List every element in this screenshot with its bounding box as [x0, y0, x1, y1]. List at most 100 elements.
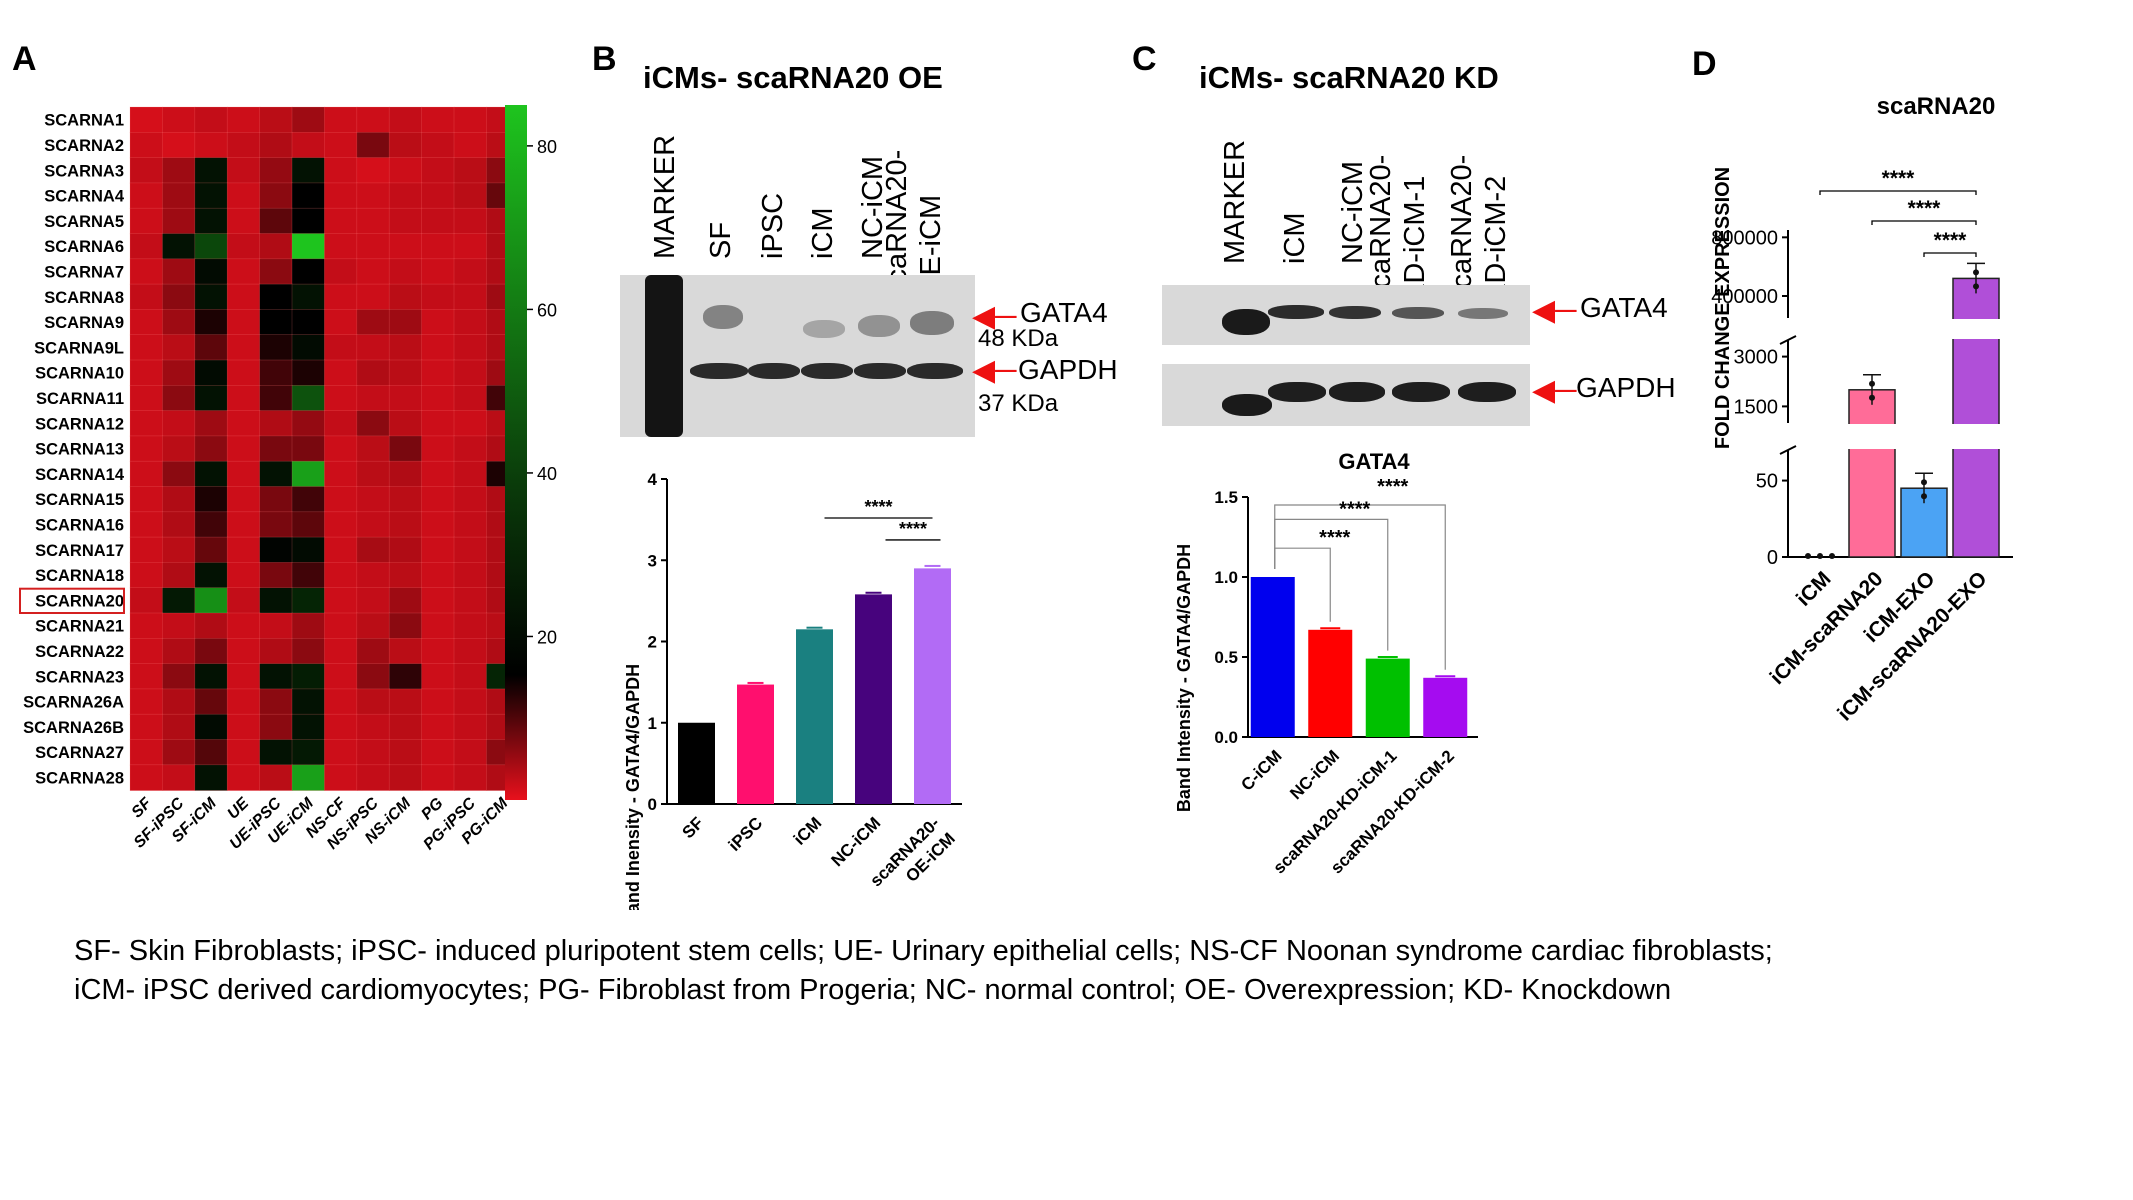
heatmap-cell	[453, 536, 488, 564]
heatmap-cell	[259, 688, 293, 716]
heatmap-cell	[162, 157, 196, 184]
ytick-label: 4	[648, 470, 658, 489]
heatmap-row-label: SCARNA16	[35, 516, 124, 534]
heatmap-cell	[194, 258, 229, 285]
label-gapdh-oe: GAPDH	[1018, 354, 1118, 385]
heatmap-cell	[259, 182, 293, 210]
heatmap-cell	[291, 460, 326, 488]
highlight-box-scarna20	[19, 587, 125, 615]
bar	[855, 594, 892, 804]
band-gata4-icm	[803, 320, 845, 338]
heatmap-cell	[226, 435, 261, 462]
heatmap-cell	[388, 258, 423, 285]
heatmap-cell	[388, 663, 423, 690]
colorbar-gradient	[505, 105, 527, 800]
heatmap-cell	[421, 486, 455, 513]
heatmap-cell	[453, 612, 488, 640]
heatmap-cell	[129, 764, 164, 791]
heatmap-cell	[388, 233, 423, 260]
heatmap-cell	[226, 536, 261, 564]
heatmap-cell	[259, 283, 293, 311]
heatmap-cell	[324, 233, 358, 260]
heatmap-cells	[129, 106, 520, 791]
ytick-label: 0.0	[1214, 728, 1238, 747]
chart-b-ylabel: Band Inensity - GATA4/GAPDH	[623, 664, 643, 910]
heatmap-cell	[324, 435, 358, 462]
marker-lane	[645, 275, 683, 437]
heatmap-cell	[129, 157, 164, 184]
heatmap-cell	[453, 435, 488, 462]
heatmap-row-label: SCARNA21	[35, 618, 124, 636]
lane-label-marker: MARKER	[649, 134, 681, 259]
sig-bracket	[1923, 252, 1977, 257]
heatmap-cell	[259, 384, 293, 412]
heatmap-cell	[194, 384, 229, 412]
ytick-label: 50	[1756, 471, 1778, 493]
heatmap-cell	[162, 334, 196, 361]
heatmap-cell	[194, 688, 229, 716]
band-gapdh-nc-icm	[854, 363, 906, 379]
heatmap-row-label: SCARNA8	[44, 289, 124, 307]
heatmap-cell	[129, 384, 164, 412]
heatmap-cell	[259, 233, 293, 260]
band-gata4-kd1	[1392, 307, 1444, 319]
heatmap-cell	[324, 106, 358, 134]
heatmap-cell	[226, 663, 261, 690]
heatmap-cell	[421, 334, 455, 361]
heatmap-cell	[259, 764, 293, 791]
heatmap-cell	[291, 511, 326, 538]
heatmap-cell	[356, 435, 390, 462]
heatmap-row-label: SCARNA6	[44, 238, 124, 256]
heatmap-cell	[291, 587, 326, 614]
xtick-label: NC-iCM	[827, 813, 884, 870]
heatmap-cell	[324, 207, 358, 235]
heatmap-cell	[162, 764, 196, 791]
heatmap-row-label: SCARNA5	[44, 213, 124, 231]
heatmap-cell	[388, 334, 423, 361]
heatmap-cell	[356, 486, 390, 513]
heatmap-cell	[226, 587, 261, 614]
heatmap-cell	[324, 334, 358, 361]
heatmap-cell	[226, 207, 261, 235]
heatmap-cell	[291, 334, 326, 361]
heatmap-cell	[291, 688, 326, 716]
heatmap-cell	[421, 435, 455, 462]
heatmap-cell	[162, 182, 196, 210]
heatmap-cell	[291, 131, 326, 159]
heatmap-cell	[129, 283, 164, 311]
heatmap-cell	[356, 233, 390, 260]
heatmap-cell	[259, 157, 293, 184]
ytick-label: 0	[1767, 547, 1778, 569]
bar	[678, 722, 715, 804]
bar	[914, 568, 951, 804]
heatmap-cell	[162, 106, 196, 134]
heatmap-cell	[129, 562, 164, 589]
kda-gata4: 48 KDa	[978, 325, 1059, 352]
heatmap-colorbar: 80 60 40 20	[505, 105, 557, 800]
heatmap-cell	[421, 309, 455, 336]
heatmap-cell	[453, 309, 488, 336]
heatmap-cell	[162, 713, 196, 741]
colorbar-tick-label: 20	[537, 627, 557, 647]
heatmap-cell	[388, 688, 423, 716]
heatmap-cell	[453, 359, 488, 387]
heatmap-cell	[291, 739, 326, 766]
heatmap-cell	[129, 309, 164, 336]
data-point	[1805, 553, 1811, 559]
heatmap-cell	[453, 637, 488, 665]
heatmap-cell	[453, 663, 488, 690]
heatmap-cell	[324, 587, 358, 614]
heatmap-cell	[388, 309, 423, 336]
heatmap-cell	[259, 309, 293, 336]
heatmap-cell	[324, 511, 358, 538]
arrow-gapdh-kd: ◀─	[1532, 374, 1577, 407]
heatmap-cell	[194, 207, 229, 235]
heatmap-cell	[194, 283, 229, 311]
heatmap-cell	[356, 713, 390, 741]
heatmap-row-label: SCARNA20	[35, 592, 124, 610]
heatmap-cell	[291, 233, 326, 260]
heatmap-cell	[129, 713, 164, 741]
ytick-label: 3000	[1734, 347, 1779, 369]
sig-label: ****	[1882, 167, 1916, 190]
label-gata4-kd: GATA4	[1580, 292, 1668, 323]
